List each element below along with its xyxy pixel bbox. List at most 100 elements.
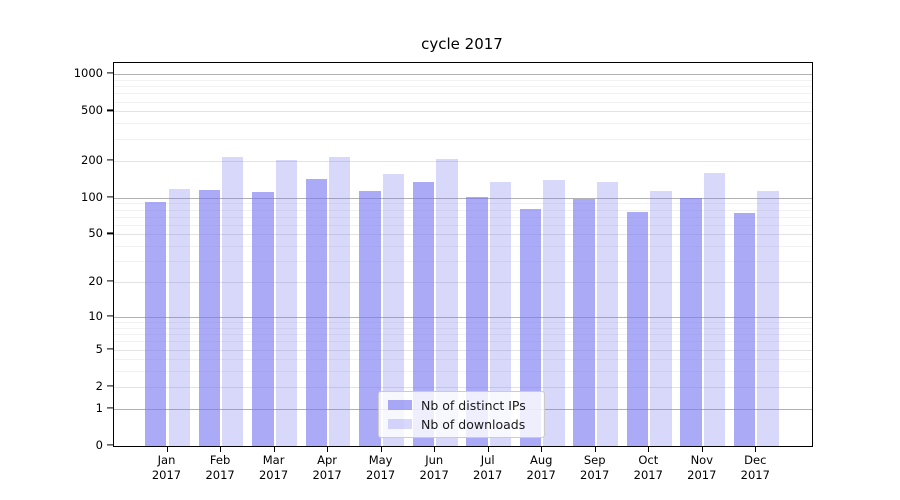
y-tick-mark	[107, 407, 113, 409]
bar-downloads-mar	[275, 159, 297, 446]
y-tick-label-100: 100	[81, 189, 103, 204]
x-tick-label-sep: Sep 2017	[580, 453, 610, 482]
bar-distinct-ips-jun	[412, 181, 435, 446]
y-tick-mark	[107, 109, 113, 111]
x-tick-mark	[327, 446, 329, 452]
x-tick-label-apr: Apr 2017	[312, 453, 342, 482]
gridline-5	[114, 349, 812, 351]
y-tick-mark	[107, 72, 113, 74]
bar-distinct-ips-sep	[573, 199, 595, 446]
bar-downloads-aug	[543, 180, 565, 446]
x-tick-mark	[273, 446, 275, 452]
gridline-600	[114, 101, 812, 103]
gridline-800	[114, 86, 812, 88]
y-tick-label-5: 5	[95, 341, 103, 356]
bar-distinct-ips-apr	[305, 179, 328, 446]
x-tick-label-dec: Dec 2017	[740, 453, 770, 482]
legend-swatch-downloads	[388, 419, 412, 429]
y-tick-label-2: 2	[95, 378, 103, 393]
gridline-50	[114, 234, 812, 236]
legend-label: Nb of downloads	[421, 416, 526, 432]
legend-swatch-distinct-ips	[388, 400, 412, 410]
bar-downloads-jan	[168, 188, 190, 446]
y-tick-label-0: 0	[95, 438, 103, 452]
x-tick-mark	[380, 446, 382, 452]
x-tick-mark	[220, 446, 222, 452]
gridline-80	[114, 209, 812, 211]
gridline-70	[114, 216, 812, 218]
y-tick-mark	[107, 232, 113, 234]
x-tick-mark	[648, 446, 650, 452]
bar-downloads-may	[382, 173, 404, 446]
x-tick-mark	[701, 446, 703, 452]
bar-downloads-jun	[436, 158, 458, 446]
gridline-200	[114, 160, 812, 162]
y-tick-label-1: 1	[95, 400, 103, 415]
y-tick-label-20: 20	[88, 274, 103, 289]
bar-downloads-apr	[329, 157, 351, 446]
bar-distinct-ips-mar	[252, 191, 274, 446]
x-tick-mark	[487, 446, 489, 452]
y-tick-mark	[107, 385, 113, 387]
gridline-20	[114, 282, 812, 284]
x-tick-label-may: May 2017	[365, 453, 396, 482]
gridline-700	[114, 93, 812, 95]
bar-distinct-ips-jul	[466, 196, 488, 446]
y-tick-mark	[107, 196, 113, 198]
chart-title: cycle 2017	[421, 35, 503, 53]
gridline-400	[114, 123, 812, 125]
y-tick-label-200: 200	[81, 152, 103, 167]
bar-downloads-oct	[650, 190, 672, 446]
bar-downloads-nov	[703, 173, 726, 446]
gridline-10	[114, 316, 812, 318]
bar-distinct-ips-jan	[145, 202, 167, 446]
y-tick-label-500: 500	[81, 103, 103, 118]
gridline-8	[114, 327, 812, 329]
x-tick-label-oct: Oct 2017	[633, 453, 663, 482]
bar-distinct-ips-dec	[733, 212, 756, 446]
x-tick-mark	[541, 446, 543, 452]
gridline-6	[114, 341, 812, 343]
x-tick-label-aug: Aug 2017	[526, 453, 556, 482]
gridline-30	[114, 261, 812, 263]
gridline-900	[114, 79, 812, 81]
plot-area	[113, 62, 813, 447]
y-tick-mark	[107, 444, 113, 446]
gridline-4	[114, 359, 812, 361]
gridline-500	[114, 111, 812, 113]
gridline-9	[114, 322, 812, 324]
bar-distinct-ips-feb	[198, 190, 221, 446]
legend-item: Nb of distinct IPs	[388, 398, 544, 413]
x-tick-label-mar: Mar 2017	[258, 453, 289, 482]
gridline-7	[114, 334, 812, 336]
y-tick-label-50: 50	[88, 226, 103, 241]
x-tick-mark	[755, 446, 757, 452]
y-tick-mark	[107, 280, 113, 282]
bar-distinct-ips-aug	[519, 208, 542, 446]
y-tick-label-10: 10	[88, 308, 103, 323]
x-tick-mark	[594, 446, 596, 452]
x-tick-label-jul: Jul 2017	[473, 453, 503, 482]
bar-downloads-dec	[757, 191, 779, 446]
legend: Nb of distinct IPs Nb of downloads	[378, 391, 545, 438]
x-tick-mark	[434, 446, 436, 452]
bar-downloads-feb	[222, 156, 244, 446]
gridline-40	[114, 246, 812, 248]
gridline-90	[114, 203, 812, 205]
x-tick-mark	[166, 446, 168, 452]
x-tick-label-feb: Feb 2017	[205, 453, 235, 482]
gridline-1000	[114, 74, 812, 76]
bar-distinct-ips-nov	[680, 198, 702, 446]
y-tick-mark	[107, 158, 113, 161]
gridline-60	[114, 224, 812, 226]
bar-distinct-ips-may	[359, 191, 381, 446]
gridline-2	[114, 386, 812, 388]
bar-downloads-sep	[596, 182, 619, 446]
gridline-3	[114, 371, 812, 373]
x-tick-label-jun: Jun 2017	[419, 453, 449, 482]
x-tick-label-nov: Nov 2017	[687, 453, 717, 482]
x-tick-label-jan: Jan 2017	[151, 453, 182, 482]
y-tick-label-1000: 1000	[73, 66, 103, 81]
legend-item: Nb of downloads	[388, 417, 544, 432]
